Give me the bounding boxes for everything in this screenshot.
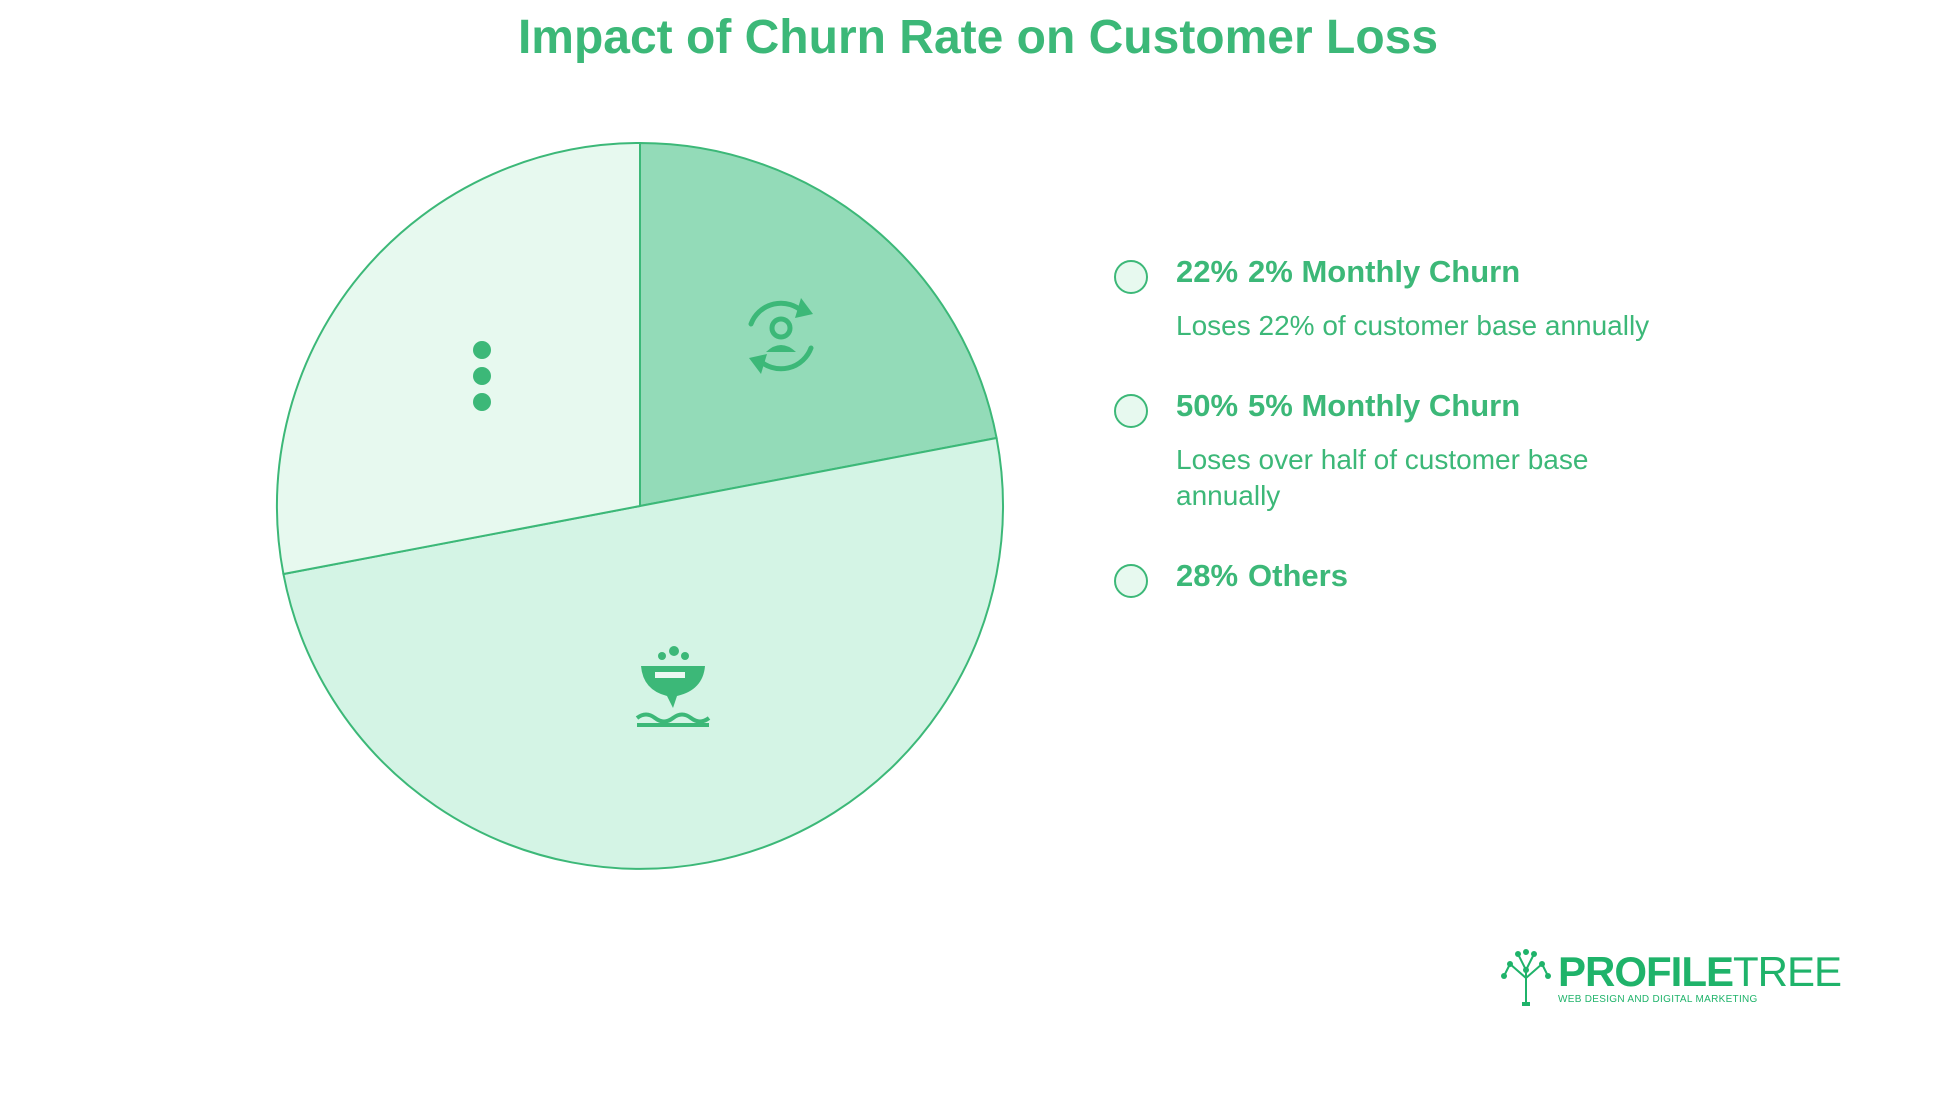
logo-wordmark: PROFILETREE — [1558, 948, 1842, 995]
logo-tagline: WEB DESIGN AND DIGITAL MARKETING — [1558, 994, 1758, 1005]
profiletree-logo: PROFILETREE WEB DESIGN AND DIGITAL MARKE… — [1500, 948, 1842, 1006]
tree-logo-icon — [1501, 949, 1551, 1006]
more-vertical-icon — [473, 341, 491, 411]
pie-slice-2 — [282, 436, 1004, 870]
legend-label: 2% Monthly Churn — [1248, 254, 1521, 289]
leaky-bowl-icon — [635, 646, 711, 727]
pie-slice-1 — [639, 141, 998, 508]
legend-heading: 28% Others — [1176, 554, 1674, 598]
legend-heading: 50% 5% Monthly Churn — [1176, 384, 1674, 428]
legend-item: 22% 2% Monthly Churn Loses 22% of custome… — [1114, 250, 1674, 344]
legend-marker — [1114, 394, 1148, 428]
legend-value: 22% — [1176, 254, 1239, 289]
legend-value: 28% — [1176, 558, 1239, 593]
legend-label: 5% Monthly Churn — [1248, 388, 1521, 423]
legend-label: Others — [1248, 558, 1348, 593]
legend-heading: 22% 2% Monthly Churn — [1176, 250, 1674, 294]
legend-item: 28% Others — [1114, 554, 1674, 598]
legend: 22% 2% Monthly Churn Loses 22% of custome… — [1114, 250, 1674, 638]
legend-description: Loses over half of customer base annuall… — [1176, 444, 1589, 511]
legend-marker — [1114, 260, 1148, 294]
user-cycle-icon — [748, 298, 814, 374]
legend-item: 50% 5% Monthly Churn Loses over half of c… — [1114, 384, 1674, 514]
legend-value: 50% — [1176, 388, 1239, 423]
chart-title: Impact of Churn Rate on Customer Loss — [517, 11, 1439, 64]
legend-marker — [1114, 564, 1148, 598]
pie-slice-3 — [276, 141, 641, 576]
legend-description: Loses 22% of customer base annually — [1176, 310, 1650, 341]
